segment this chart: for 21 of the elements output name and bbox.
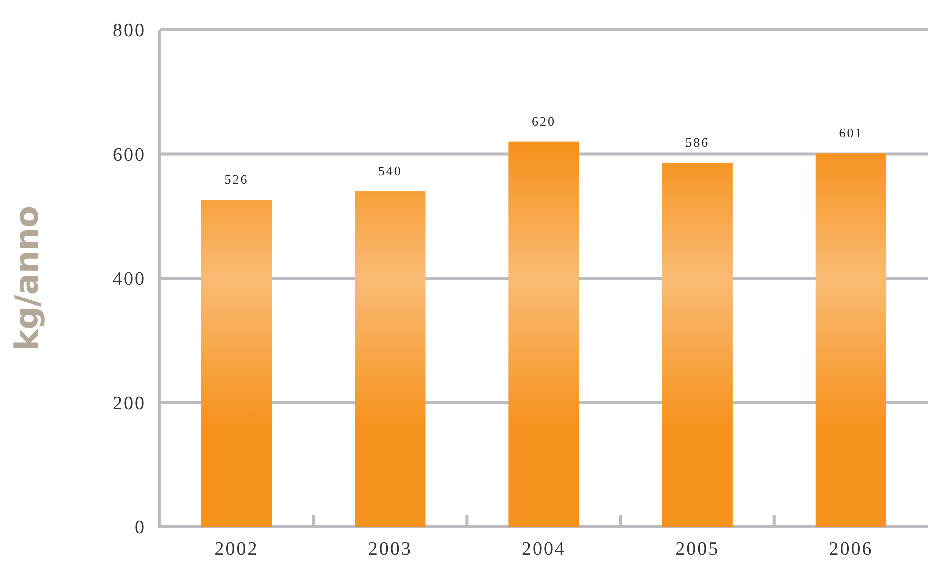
data-label: 601 [839,126,864,141]
data-label: 586 [686,134,710,150]
x-tick-label: 2003 [368,539,412,560]
bar [508,142,580,527]
x-tick-label: 2005 [676,539,720,560]
y-axis-title: kg/anno [8,206,46,352]
y-tick-label: 200 [113,393,146,414]
x-tick-label: 2006 [829,539,874,560]
bar [201,200,272,527]
bar [816,154,887,527]
y-tick-label: 400 [113,269,146,290]
y-tick-label: 0 [135,518,146,539]
data-label: 620 [532,114,556,129]
bar [355,192,426,527]
y-tick-label: 600 [113,144,146,166]
data-label: 540 [378,164,402,179]
bar [662,162,733,527]
x-tick-label: 2004 [522,539,566,560]
y-tick-label: 800 [113,20,146,42]
x-tick-label: 2002 [214,539,259,560]
data-label: 526 [224,172,249,188]
